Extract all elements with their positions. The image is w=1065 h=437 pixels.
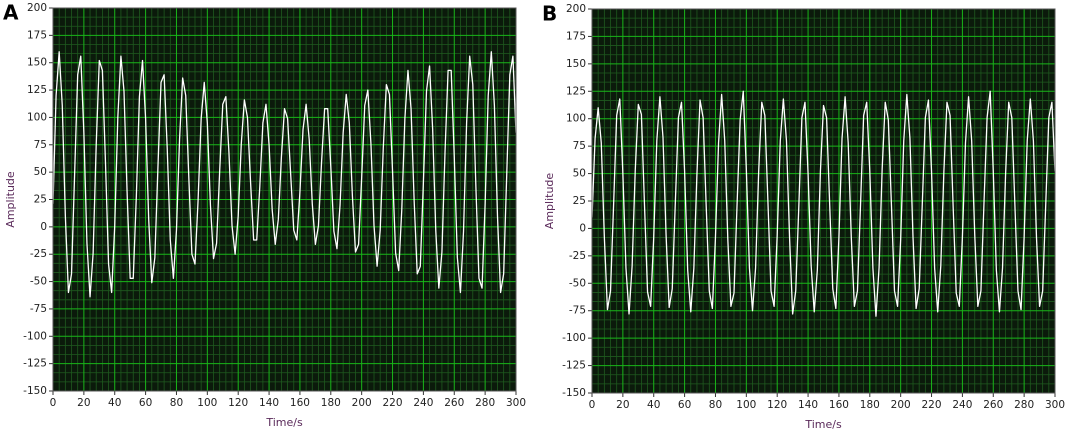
plot-frame [591, 8, 1056, 394]
x-tick-label: 300 [1045, 399, 1065, 411]
x-tick-label: 220 [383, 397, 403, 409]
x-tick-label: 240 [952, 399, 972, 411]
y-tick-label: 125 [566, 85, 586, 97]
y-tick-label: 200 [566, 3, 586, 15]
y-tick-label: -75 [569, 305, 586, 317]
y-tick-label: 150 [27, 57, 47, 69]
x-axis-label: Time/s [265, 416, 303, 429]
y-tick-label: 175 [566, 30, 586, 42]
y-tick-label: 75 [573, 140, 586, 152]
x-tick-label: 0 [50, 397, 57, 409]
x-tick-label: 180 [321, 397, 341, 409]
x-tick-label: 200 [352, 397, 372, 409]
y-tick-label: -50 [569, 277, 586, 289]
x-tick-label: 80 [170, 397, 183, 409]
y-tick-label: -125 [23, 358, 47, 370]
y-tick-label: 175 [27, 29, 47, 41]
y-tick-label: -150 [23, 385, 47, 397]
x-tick-label: 120 [767, 399, 787, 411]
x-axis-label: Time/s [804, 418, 842, 431]
y-tick-label: 100 [566, 113, 586, 125]
x-tick-label: 40 [108, 397, 121, 409]
x-tick-label: 100 [197, 397, 217, 409]
y-tick-label: 125 [27, 84, 47, 96]
y-tick-label: -100 [562, 332, 586, 344]
y-tick-label: 100 [27, 111, 47, 123]
y-tick-label: -100 [23, 330, 47, 342]
x-tick-label: 240 [413, 397, 433, 409]
x-tick-label: 160 [829, 399, 849, 411]
x-tick-label: 40 [647, 399, 660, 411]
x-tick-label: 20 [77, 397, 90, 409]
y-tick-label: 0 [40, 221, 47, 233]
x-tick-label: 180 [860, 399, 880, 411]
y-tick-label: -50 [30, 276, 47, 288]
x-tick-label: 300 [506, 397, 526, 409]
y-tick-label: 50 [573, 168, 586, 180]
x-tick-label: 20 [616, 399, 629, 411]
signal-line [52, 51, 517, 298]
y-tick-label: -25 [569, 250, 586, 262]
y-tick-label: -125 [562, 360, 586, 372]
x-tick-label: 140 [259, 397, 279, 409]
y-tick-label: 50 [34, 166, 47, 178]
x-tick-label: 0 [589, 399, 596, 411]
y-tick-label: 25 [34, 194, 47, 206]
x-tick-label: 260 [983, 399, 1003, 411]
x-tick-label: 140 [798, 399, 818, 411]
x-tick-label: 100 [736, 399, 756, 411]
x-tick-label: 280 [1014, 399, 1034, 411]
y-tick-label: 200 [27, 2, 47, 14]
plot-frame [52, 7, 517, 392]
signal-line [591, 90, 1056, 317]
y-tick-label: -75 [30, 303, 47, 315]
y-tick-label: 75 [34, 139, 47, 151]
y-tick-label: 0 [579, 222, 586, 234]
panel-label: B [542, 2, 557, 26]
y-tick-label: 25 [573, 195, 586, 207]
x-tick-label: 220 [922, 399, 942, 411]
x-tick-label: 280 [475, 397, 495, 409]
y-tick-label: 150 [566, 58, 586, 70]
x-tick-label: 260 [444, 397, 464, 409]
x-tick-label: 160 [290, 397, 310, 409]
x-tick-label: 120 [228, 397, 248, 409]
x-tick-label: 60 [139, 397, 152, 409]
x-tick-label: 200 [891, 399, 911, 411]
y-axis-label: Amplitude [4, 171, 17, 228]
y-axis-label: Amplitude [543, 173, 556, 230]
x-tick-label: 80 [709, 399, 722, 411]
y-tick-label: -150 [562, 387, 586, 399]
y-tick-label: -25 [30, 248, 47, 260]
x-tick-label: 60 [678, 399, 691, 411]
panel-label: A [3, 1, 19, 25]
